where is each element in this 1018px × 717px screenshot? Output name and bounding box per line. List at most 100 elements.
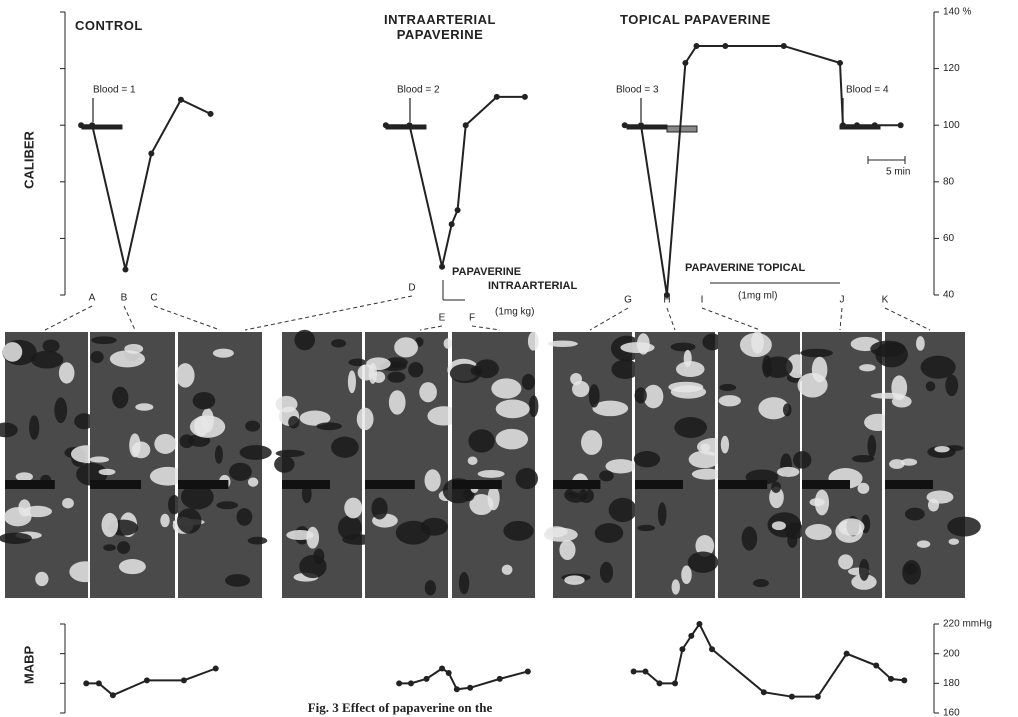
photo-texture — [783, 403, 792, 416]
photo-texture — [609, 498, 637, 522]
data-point — [148, 151, 154, 157]
photo-texture — [859, 364, 875, 371]
photo-texture — [366, 357, 391, 370]
data-point — [497, 676, 503, 682]
photo-texture — [190, 416, 225, 438]
photo-texture — [793, 451, 811, 469]
photo-texture — [4, 507, 32, 526]
frame-label: C — [150, 293, 157, 304]
photo-texture — [635, 387, 647, 403]
photo-texture — [408, 362, 423, 377]
photo-texture — [772, 521, 786, 530]
y-tick-label: 180 — [943, 678, 960, 689]
y-tick-label: 120 — [943, 63, 960, 74]
annotation: 5 min — [886, 167, 910, 178]
data-point — [454, 686, 460, 692]
photo-texture — [595, 523, 624, 543]
photo-texture — [528, 332, 539, 351]
photo-texture — [548, 341, 578, 347]
photo-texture — [62, 498, 74, 508]
data-point — [407, 122, 413, 128]
photo-texture — [331, 437, 359, 458]
data-point — [638, 122, 644, 128]
photo-texture — [599, 470, 614, 481]
photo-texture — [344, 498, 362, 519]
photo-texture — [934, 446, 949, 452]
photo-texture — [216, 501, 238, 509]
photo-texture — [394, 337, 418, 357]
photo-texture — [193, 392, 216, 409]
data-point — [213, 666, 219, 672]
vessel — [452, 480, 502, 489]
photo-texture — [117, 541, 130, 554]
photo-texture — [916, 336, 925, 351]
photo-texture — [674, 417, 707, 438]
data-point — [622, 122, 628, 128]
data-point — [439, 264, 445, 270]
photo-texture — [719, 395, 741, 406]
photo-texture — [671, 343, 696, 352]
data-point — [96, 680, 102, 686]
photo-texture — [16, 472, 33, 481]
photo-texture — [372, 371, 385, 383]
photo-texture — [871, 393, 905, 399]
panel-title: TOPICAL PAPAVERINE — [620, 12, 860, 27]
data-line — [386, 97, 525, 267]
photo-texture — [491, 378, 521, 398]
photo-texture — [348, 370, 356, 393]
photo-texture — [475, 359, 499, 378]
photo-texture — [721, 436, 729, 454]
data-point — [455, 207, 461, 213]
panel-title: INTRAARTERIAL PAPAVERINE — [375, 12, 505, 42]
photo-texture — [459, 572, 469, 595]
data-point — [181, 677, 187, 683]
data-point — [664, 292, 670, 298]
y-tick-label: 220 mmHg — [943, 619, 992, 630]
photo-texture — [812, 357, 828, 383]
photo-texture — [425, 469, 441, 491]
vessel — [365, 480, 415, 489]
photo-texture — [684, 350, 692, 368]
photo-texture — [559, 540, 575, 560]
photo-texture — [858, 483, 870, 494]
vessel — [718, 480, 767, 489]
photo-frame — [90, 332, 175, 598]
vessel — [885, 480, 933, 489]
photo-texture — [522, 374, 535, 390]
photo-texture — [949, 538, 960, 544]
data-point — [178, 97, 184, 103]
photo-texture — [180, 434, 194, 448]
frame-label: K — [882, 295, 889, 306]
photo-texture — [89, 456, 109, 462]
data-point — [383, 122, 389, 128]
photo-texture — [529, 395, 539, 417]
photo-texture — [112, 387, 128, 409]
photo-texture — [119, 559, 146, 574]
data-point — [693, 43, 699, 49]
data-point — [696, 621, 702, 627]
photo-texture — [902, 560, 921, 585]
photo-texture — [917, 540, 930, 547]
photo-texture — [805, 524, 832, 540]
y-tick-label: 80 — [943, 176, 955, 187]
photo-texture — [785, 522, 804, 539]
vessel — [90, 480, 141, 489]
data-line — [399, 669, 528, 690]
data-point — [688, 633, 694, 639]
photo-texture — [90, 351, 103, 363]
frame-label: E — [439, 313, 446, 324]
photo-texture — [800, 349, 833, 358]
photo-texture — [496, 400, 530, 419]
pointer-arrow — [45, 306, 92, 330]
photo-texture — [54, 397, 67, 423]
papaverine-bar — [667, 126, 697, 132]
photo-texture — [35, 572, 48, 586]
photo-texture — [867, 435, 876, 458]
y-tick-label: 200 — [943, 648, 960, 659]
photo-texture — [658, 502, 667, 526]
data-point — [463, 122, 469, 128]
data-point — [837, 60, 843, 66]
photo-texture — [572, 381, 589, 397]
data-point — [642, 668, 648, 674]
photo-texture — [468, 429, 494, 452]
